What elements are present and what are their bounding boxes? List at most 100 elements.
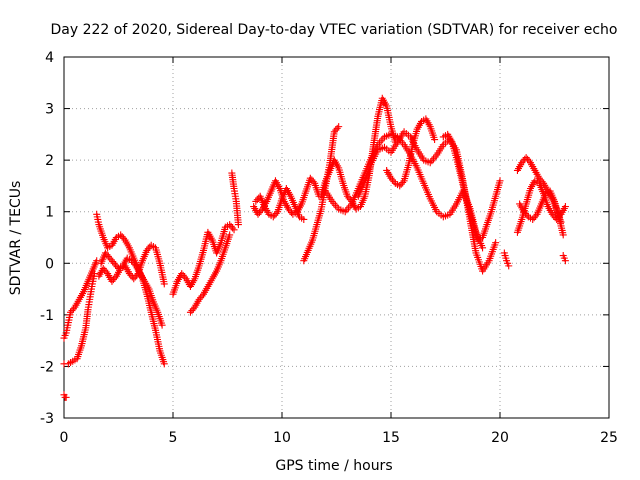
data-point bbox=[254, 210, 262, 218]
data-point bbox=[107, 256, 115, 264]
data-point bbox=[131, 273, 139, 281]
data-point bbox=[286, 207, 294, 215]
data-point bbox=[532, 212, 540, 220]
x-tick-label: 20 bbox=[491, 430, 509, 446]
y-tick-label: 1 bbox=[45, 205, 54, 221]
x-tick-label: 10 bbox=[273, 430, 291, 446]
data-point bbox=[129, 258, 137, 266]
data-points bbox=[60, 94, 569, 401]
data-point bbox=[181, 273, 189, 281]
data-point bbox=[179, 271, 187, 279]
data-point bbox=[130, 275, 138, 283]
data-point bbox=[118, 233, 126, 241]
data-point bbox=[108, 277, 116, 285]
data-point bbox=[252, 197, 260, 205]
data-point bbox=[285, 205, 293, 213]
grid bbox=[64, 57, 609, 418]
data-point bbox=[537, 176, 545, 184]
data-point bbox=[269, 213, 277, 221]
data-point bbox=[143, 246, 151, 254]
data-point bbox=[431, 136, 439, 144]
data-point bbox=[120, 234, 128, 242]
data-point bbox=[178, 270, 186, 278]
data-point bbox=[345, 194, 353, 202]
data-point bbox=[111, 274, 119, 282]
data-point bbox=[102, 268, 110, 276]
data-point bbox=[160, 280, 168, 288]
data-point bbox=[103, 251, 111, 259]
data-point bbox=[197, 294, 205, 302]
data-point bbox=[332, 126, 340, 134]
data-point bbox=[530, 214, 538, 222]
y-tick-label: -3 bbox=[40, 411, 54, 427]
data-point bbox=[195, 295, 203, 303]
data-point bbox=[99, 264, 107, 272]
data-point bbox=[505, 262, 513, 270]
data-point bbox=[255, 209, 263, 217]
data-point bbox=[117, 231, 125, 239]
x-axis-label: GPS time / hours bbox=[275, 458, 392, 474]
data-point bbox=[130, 260, 138, 268]
data-point bbox=[67, 308, 75, 316]
data-point bbox=[335, 123, 343, 131]
data-point bbox=[399, 178, 407, 186]
data-point bbox=[309, 178, 317, 186]
data-point bbox=[390, 178, 398, 186]
data-point bbox=[128, 257, 136, 265]
data-point bbox=[198, 292, 206, 300]
data-point bbox=[189, 305, 197, 313]
data-point bbox=[333, 124, 341, 132]
data-point bbox=[496, 177, 504, 185]
data-point bbox=[548, 210, 556, 218]
data-point bbox=[306, 174, 314, 182]
data-point bbox=[227, 222, 235, 230]
data-point bbox=[110, 259, 118, 267]
data-point bbox=[522, 154, 530, 162]
chart-title: Day 222 of 2020, Sidereal Day-to-day VTE… bbox=[51, 22, 618, 38]
data-point bbox=[112, 261, 120, 269]
data-point bbox=[234, 221, 242, 229]
data-point bbox=[106, 254, 114, 262]
data-point bbox=[253, 196, 261, 204]
data-point bbox=[387, 174, 395, 182]
data-point bbox=[226, 231, 234, 239]
y-tick-label: 3 bbox=[45, 102, 54, 118]
axis-ticks: 0 5 10 15 20 25 -3 -2 -1 0 1 2 3 4 bbox=[40, 50, 618, 446]
plot-frame bbox=[63, 56, 610, 419]
data-point bbox=[101, 266, 109, 274]
x-tick-label: 5 bbox=[169, 430, 178, 446]
data-point bbox=[492, 239, 500, 247]
data-point bbox=[188, 307, 196, 315]
data-point bbox=[230, 226, 238, 234]
data-point bbox=[529, 215, 537, 223]
data-point bbox=[343, 192, 351, 200]
data-point bbox=[308, 176, 316, 184]
data-point bbox=[144, 245, 152, 253]
data-point bbox=[229, 224, 237, 232]
data-point bbox=[330, 128, 338, 136]
data-point bbox=[561, 257, 569, 265]
x-tick-label: 0 bbox=[60, 430, 69, 446]
data-point bbox=[226, 221, 234, 229]
data-point bbox=[300, 215, 308, 223]
data-point bbox=[479, 244, 487, 252]
x-tick-label: 25 bbox=[600, 430, 618, 446]
y-axis-label: SDTVAR / TECUs bbox=[8, 181, 24, 296]
data-point bbox=[91, 270, 99, 278]
data-point bbox=[68, 307, 76, 315]
data-point bbox=[125, 270, 133, 278]
data-point bbox=[525, 157, 533, 165]
data-point bbox=[160, 360, 168, 368]
data-point bbox=[69, 305, 77, 313]
data-point bbox=[388, 176, 396, 184]
data-point bbox=[109, 258, 117, 266]
y-tick-label: 0 bbox=[45, 256, 54, 272]
data-point bbox=[561, 203, 569, 211]
data-point bbox=[523, 211, 531, 219]
y-tick-label: -1 bbox=[40, 308, 54, 324]
data-point bbox=[520, 208, 528, 216]
data-point bbox=[186, 308, 194, 316]
y-tick-label: 2 bbox=[45, 153, 54, 169]
data-point bbox=[62, 393, 70, 401]
